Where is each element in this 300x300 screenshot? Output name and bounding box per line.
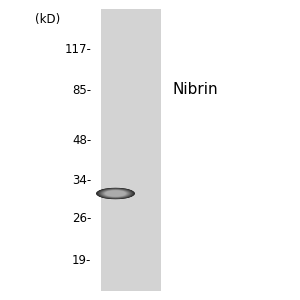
Ellipse shape	[100, 189, 130, 198]
Ellipse shape	[96, 188, 135, 199]
Ellipse shape	[102, 190, 129, 197]
Text: Nibrin: Nibrin	[172, 82, 218, 98]
Ellipse shape	[101, 189, 130, 198]
Ellipse shape	[104, 190, 127, 197]
Ellipse shape	[100, 189, 131, 198]
Ellipse shape	[98, 188, 133, 199]
Ellipse shape	[98, 188, 133, 199]
Ellipse shape	[105, 190, 126, 196]
Text: 48-: 48-	[72, 134, 92, 148]
Ellipse shape	[97, 188, 134, 199]
Text: 26-: 26-	[72, 212, 92, 226]
Text: 85-: 85-	[72, 83, 92, 97]
Text: 34-: 34-	[72, 173, 92, 187]
Ellipse shape	[99, 189, 132, 198]
Ellipse shape	[97, 188, 134, 199]
Text: 117-: 117-	[64, 43, 92, 56]
Ellipse shape	[104, 190, 127, 197]
Text: 19-: 19-	[72, 254, 92, 268]
Ellipse shape	[103, 190, 128, 197]
Ellipse shape	[98, 188, 134, 199]
Ellipse shape	[103, 190, 128, 197]
Text: (kD): (kD)	[35, 14, 61, 26]
Bar	[100, 9, 160, 291]
Ellipse shape	[102, 190, 129, 197]
Ellipse shape	[105, 190, 126, 196]
Ellipse shape	[99, 189, 132, 198]
Ellipse shape	[101, 189, 130, 198]
